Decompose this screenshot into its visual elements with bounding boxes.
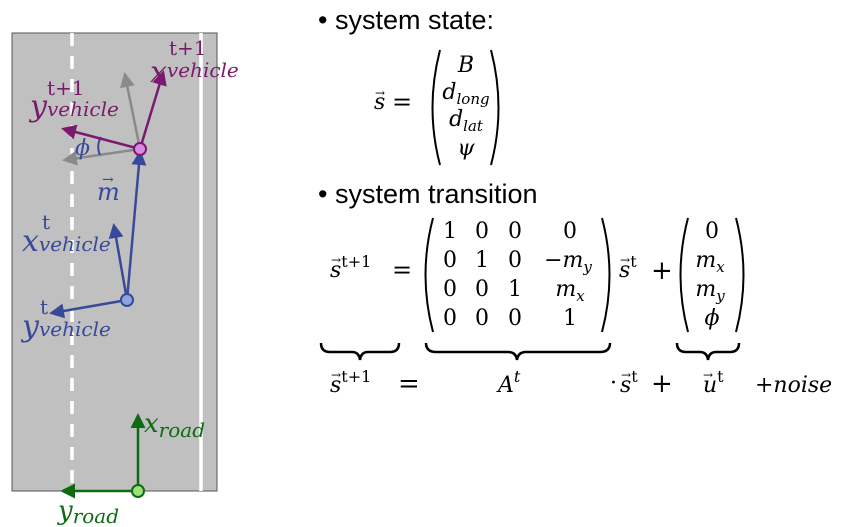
- y-road-label: yroad: [57, 496, 119, 527]
- state-entry-2: dlat: [449, 107, 484, 135]
- matrix-cell: mx: [555, 277, 585, 305]
- transition-lhs-arrow: →: [331, 253, 341, 267]
- vehicle-next-origin: [133, 142, 147, 156]
- gray-axis-up: [120, 72, 142, 150]
- matrix-cell: 0: [475, 306, 489, 331]
- state-paren-left: [431, 49, 441, 166]
- summary-noise: +noise: [755, 373, 832, 398]
- summary-plus: +: [651, 369, 673, 399]
- matrix-cell: 0: [508, 248, 522, 273]
- u-entry-1: mx: [695, 248, 725, 276]
- m-vector-arrow-accent: →: [102, 172, 114, 188]
- x-vehicle-next-sup: t+1: [169, 36, 207, 60]
- transition-equation: st+1 → = 1 0 0 0 0 1 0 −my 0 0 1 mx 0 0 …: [330, 217, 745, 333]
- y-vehicle-label: yvehicle: [20, 309, 111, 344]
- summary-A: At: [496, 367, 521, 398]
- x-vehicle-sup: t: [42, 210, 50, 234]
- y-vehicle-arrow: [49, 298, 128, 319]
- u-entry-3: ϕ: [705, 306, 720, 331]
- y-vehicle-next-arrow: [61, 124, 141, 151]
- bullet-system-transition: • system transition: [318, 179, 538, 209]
- state-equals: =: [392, 88, 412, 116]
- brace-matrix: [424, 342, 612, 361]
- matrix-cell: 0: [508, 306, 522, 331]
- state-lhs-arrow: →: [375, 86, 385, 100]
- u-entry-0: 0: [705, 219, 719, 244]
- matrix-cell: 1: [563, 306, 577, 331]
- summary-lhs: st+1: [330, 367, 371, 398]
- summary-equation: st+1 → = At · st → + ut → +noise: [330, 367, 832, 399]
- x-vehicle-next-arrow: [138, 70, 167, 150]
- gray-axis-left: [62, 147, 141, 166]
- summary-u-arrow: →: [703, 368, 713, 382]
- x-vehicle-arrow: [108, 223, 129, 301]
- y-vehicle-next-label: yvehicle: [28, 89, 119, 124]
- y-vehicle-sup: t: [40, 295, 48, 319]
- brace-u: [675, 342, 741, 361]
- matrix-cell: 0: [563, 219, 577, 244]
- vehicle-origin: [120, 293, 134, 307]
- transition-equals: =: [392, 256, 412, 284]
- state-entry-3: ψ: [457, 136, 475, 161]
- u-paren-left: [679, 217, 689, 333]
- matrix-cell: 0: [443, 277, 457, 302]
- matrix-cell: 1: [508, 277, 522, 302]
- state-paren-right: [490, 49, 500, 166]
- x-road-label: xroad: [144, 409, 205, 442]
- m-vector-arrow: [125, 150, 147, 301]
- transition-lhs: st+1: [330, 252, 371, 283]
- x-vehicle-next-label: xvehicle: [150, 55, 239, 90]
- matrix-cell: 1: [443, 219, 457, 244]
- matrix-cell: 0: [475, 277, 489, 302]
- summary-u: ut: [703, 367, 724, 398]
- state-equation: s → = B dlong dlat ψ: [374, 49, 500, 166]
- under-braces: [319, 342, 741, 361]
- summary-s-arrow: →: [621, 368, 631, 382]
- matrix-paren-left: [424, 217, 434, 333]
- brace-lhs: [319, 342, 401, 361]
- state-lhs: s: [374, 90, 385, 115]
- u-paren-right: [735, 217, 745, 333]
- road-origin: [131, 484, 145, 498]
- summary-equals: =: [398, 369, 420, 399]
- matrix-cell: 0: [508, 219, 522, 244]
- matrix-cell: 0: [443, 306, 457, 331]
- matrix-paren-right: [601, 217, 611, 333]
- summary-dot: ·: [610, 371, 617, 396]
- matrix-cell: 1: [475, 248, 489, 273]
- road: [11, 32, 218, 492]
- phi-label: ϕ: [75, 136, 90, 161]
- state-entry-1: dlong: [442, 80, 489, 108]
- m-vector-label: m: [97, 178, 120, 206]
- transition-plus: +: [651, 256, 673, 286]
- bullet-system-state: • system state:: [318, 5, 494, 35]
- road-surface: [11, 32, 218, 492]
- y-vehicle-next-sup: t+1: [47, 76, 85, 100]
- u-entry-2: my: [695, 277, 725, 305]
- state-entry-0: B: [457, 53, 474, 78]
- matrix-cell: 0: [475, 219, 489, 244]
- x-vehicle-label: xvehicle: [22, 224, 111, 259]
- matrix-cell: −my: [544, 248, 592, 276]
- summary-lhs-arrow: →: [331, 368, 341, 382]
- transition-s-t-arrow: →: [620, 253, 630, 267]
- matrix-cell: 0: [443, 248, 457, 273]
- transition-s-t: st: [619, 252, 637, 283]
- summary-s: st: [620, 367, 638, 398]
